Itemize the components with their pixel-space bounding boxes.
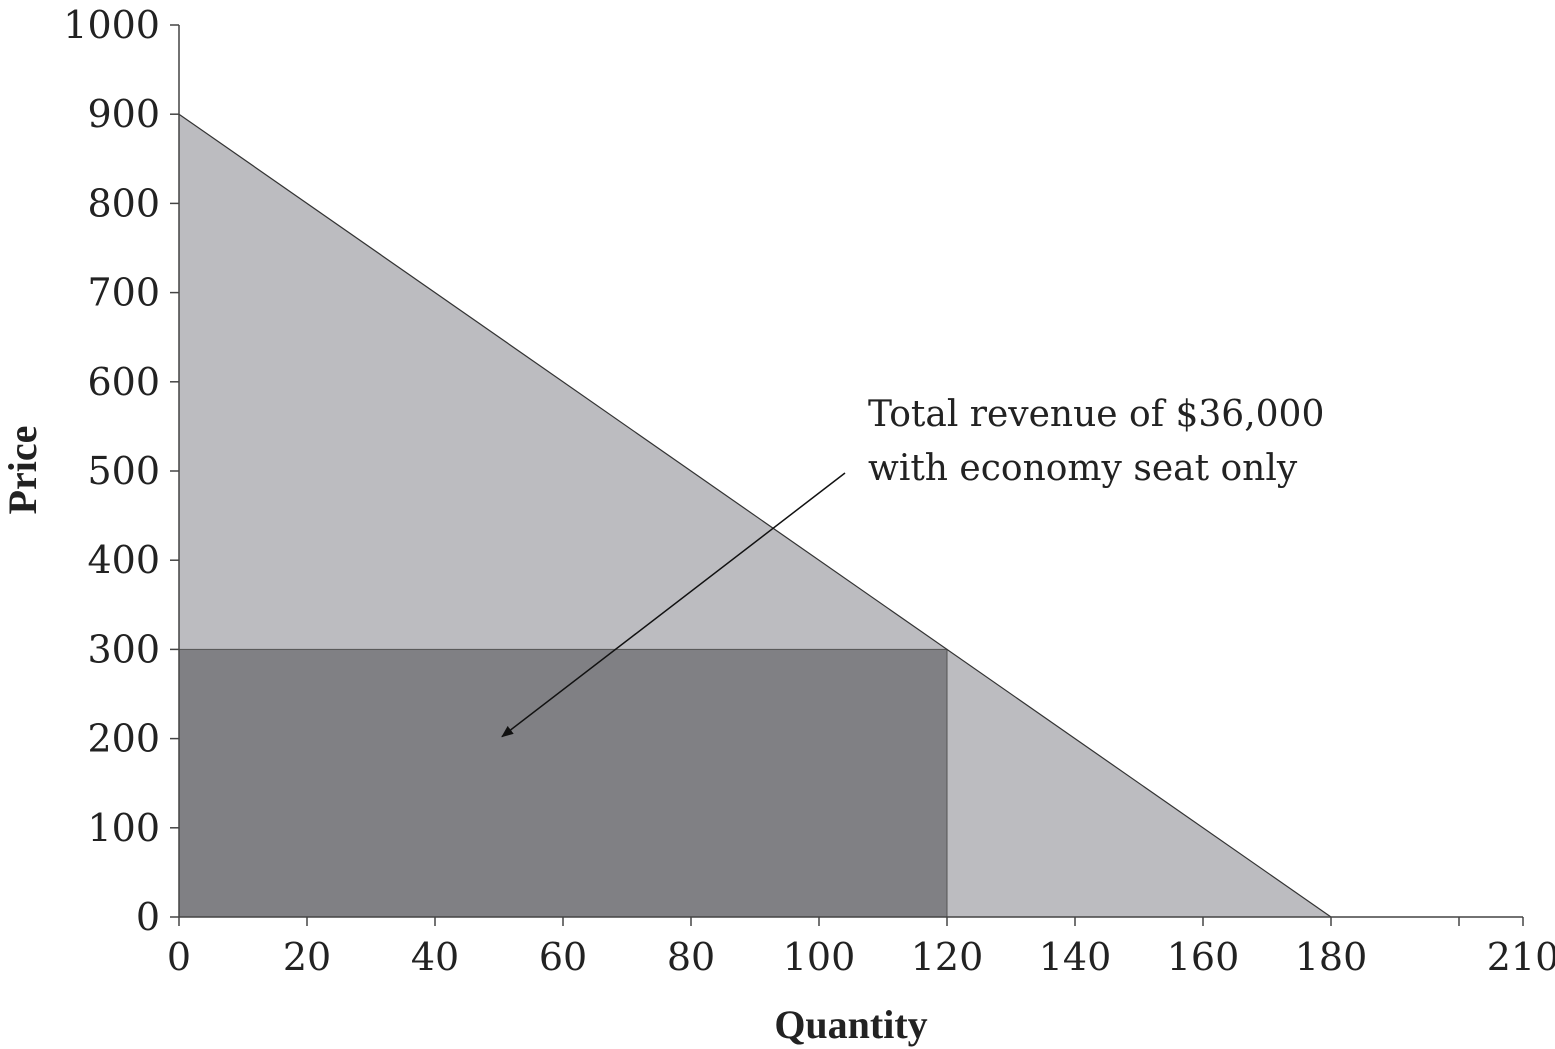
- x-tick-label: 120: [911, 935, 984, 979]
- annotation-arrow: [501, 472, 846, 738]
- x-tick-label: 40: [411, 935, 459, 979]
- y-tick-label: 100: [87, 806, 160, 850]
- y-tick-label: 300: [87, 627, 160, 671]
- y-tick-label: 200: [87, 717, 160, 761]
- x-tick-label: 140: [1039, 935, 1112, 979]
- x-tick-label: 160: [1167, 935, 1240, 979]
- y-tick-label: 800: [87, 181, 160, 225]
- y-tick-label: 500: [87, 449, 160, 493]
- annotation-line-2: with economy seat only: [868, 448, 1298, 489]
- x-tick-label: 210: [1487, 935, 1555, 979]
- y-tick-label: 1000: [63, 3, 160, 47]
- x-tick-label: 60: [539, 935, 587, 979]
- y-axis-title: Price: [0, 426, 45, 515]
- y-tick-label: 900: [87, 92, 160, 136]
- x-tick-label: 100: [783, 935, 856, 979]
- annotation-line-1: Total revenue of $36,000: [868, 394, 1324, 435]
- x-axis-title: Quantity: [774, 1002, 927, 1047]
- x-axis-ticks: 0 20 40 60 80 100 120 140 160 180 210: [167, 917, 1555, 979]
- y-tick-label: 700: [87, 271, 160, 315]
- x-tick-label: 80: [667, 935, 715, 979]
- demand-curve: [178, 113, 1332, 918]
- x-tick-label: 20: [283, 935, 331, 979]
- y-tick-label: 600: [87, 360, 160, 404]
- y-axis-ticks: 0 100 200 300 400 500 600 700 800 900 1000: [63, 3, 179, 939]
- y-tick-label: 0: [136, 895, 160, 939]
- y-tick-label: 400: [87, 538, 160, 582]
- x-tick-label: 180: [1295, 935, 1368, 979]
- x-tick-label: 0: [167, 935, 191, 979]
